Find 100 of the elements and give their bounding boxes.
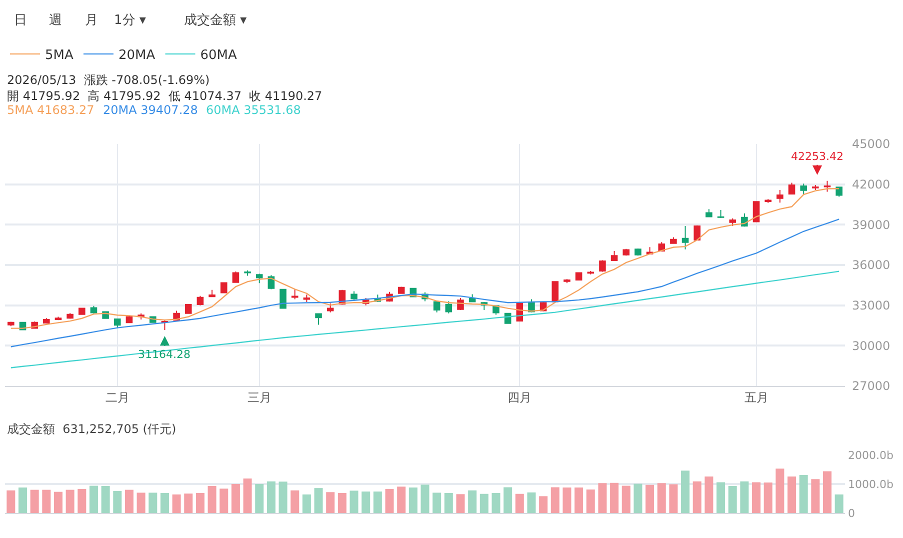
text: 成交金額 ▾ [184,12,248,28]
bar [385,488,394,513]
bar [716,482,726,513]
bar [764,482,772,513]
text: 5MA 41683.27 [7,103,94,117]
bar [18,487,28,513]
candlestick [256,273,263,284]
bar [539,496,548,513]
y-tick-label: 45000 [852,137,890,152]
bar [314,488,323,513]
bar [172,494,181,513]
candlestick [694,224,701,242]
bar [468,490,477,513]
text: 開 41795.92 高 41795.92 低 41074.37 收 41190.27 [7,89,322,103]
candlestick [729,218,736,227]
bar [160,492,169,513]
candlestick [8,321,14,327]
bar [326,492,335,513]
text: 2026/05/13 漲跌 -708.05(-1.69%) [7,73,210,87]
bar [550,487,560,513]
candlestick [717,210,724,218]
legend-label: 5MA [45,48,74,64]
bar [444,492,453,513]
candlestick [350,290,358,300]
candlestick [184,303,192,314]
bar [681,470,690,513]
candlestick [824,180,831,192]
y-tick-label: 36000 [852,258,890,272]
bar [669,484,678,513]
candlestick [564,278,570,284]
x-tick-label: 二月 [105,390,130,404]
x-tick-label: 四月 [508,390,532,404]
bar [704,476,714,513]
text: 60MA 35531.68 [206,103,301,117]
text: 週 [49,13,62,28]
bar [634,484,642,513]
candlestick [788,182,796,195]
bar [492,492,500,513]
bar [822,471,832,513]
candlestick [836,186,842,198]
bar [456,494,465,513]
legend-label: 20MA [118,48,156,64]
bar [124,490,134,513]
line-series [10,218,840,348]
candlestick [445,300,452,314]
bar [420,484,430,513]
text: 月 [85,13,98,28]
y-tick-label: 30000 [852,338,890,353]
candlestick [682,226,689,250]
bar [432,492,442,513]
chart-title: 成交金額 631,252,705 (仟元) [7,422,176,436]
bar [101,486,110,513]
x-tick-label: 三月 [247,390,272,404]
bar [728,486,737,513]
candlestick [433,300,440,313]
bar [515,494,524,513]
bar [148,492,158,513]
candlestick [706,208,712,218]
x-tick-label: 五月 [744,390,768,404]
bar [196,492,204,513]
line-series [10,270,840,368]
bar [220,488,228,513]
y-tick-label: 39000 [852,218,890,232]
bar [42,490,51,513]
bar [290,490,300,513]
bar [30,490,39,513]
bar [752,482,761,513]
bar [574,487,584,513]
bar [302,494,311,513]
y-tick-label: 27000 [852,379,890,394]
bar [6,490,16,513]
bar [692,481,702,513]
candlestick [208,289,216,298]
candlestick [610,250,618,262]
bar [799,475,808,513]
candlestick [634,248,642,256]
bar [136,492,146,513]
bar [480,494,488,513]
bar [231,484,240,513]
text: 日 [14,13,27,28]
candlestick [326,302,334,313]
bar [657,483,666,513]
y-tick-label: 0 [848,506,855,520]
bar [646,484,654,513]
candlestick [66,312,74,320]
candlestick [280,288,286,310]
candlestick [196,295,204,306]
bar [243,478,252,513]
candlestick [670,236,677,244]
candlestick [599,260,606,272]
candlestick [244,270,251,276]
bar [788,476,796,513]
y-tick-label: 1000.0b [848,478,894,491]
bar [397,486,406,513]
bar [89,486,98,513]
text: 1分 ▾ [114,13,146,28]
bar [373,492,382,513]
bar [834,494,844,513]
bar [362,492,370,513]
bar [54,492,62,513]
